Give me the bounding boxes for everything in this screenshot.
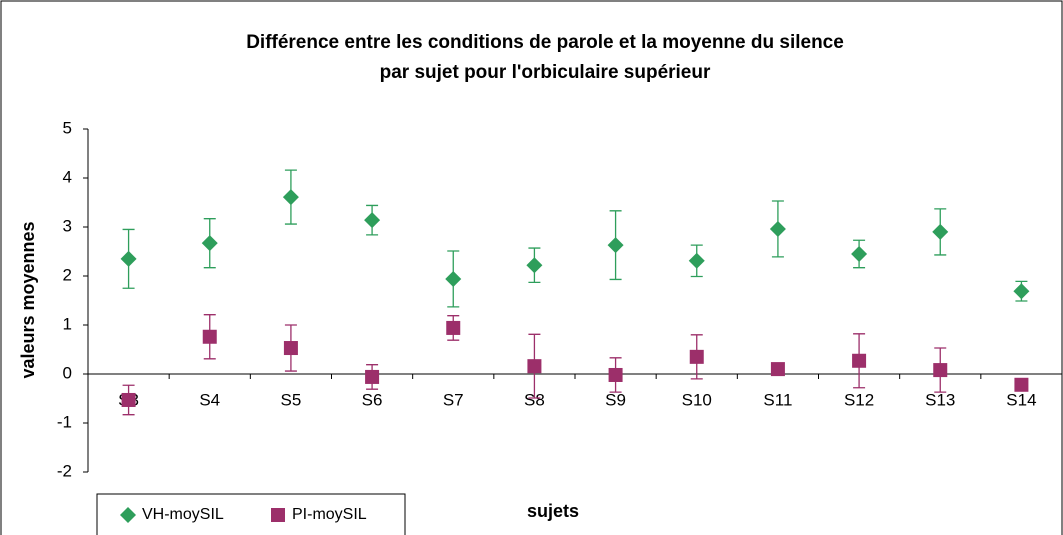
data-point: [120, 250, 137, 267]
x-tick-label: S14: [1006, 390, 1036, 409]
y-tick-label: 2: [63, 265, 72, 284]
data-point: [1014, 377, 1029, 392]
data-point: [364, 212, 381, 229]
x-tick-label: S8: [524, 390, 545, 409]
data-point: [851, 245, 868, 262]
data-point: [526, 257, 543, 274]
chart-title: Différence entre les conditions de parol…: [246, 32, 844, 53]
data-point: [608, 367, 623, 382]
data-point: [689, 349, 704, 364]
y-tick-label: 1: [63, 314, 72, 333]
x-tick-label: S9: [605, 390, 626, 409]
data-point: [282, 189, 299, 206]
legend-box: [96, 493, 406, 535]
x-tick-label: S12: [844, 390, 874, 409]
y-tick-label: 0: [63, 363, 72, 382]
data-point: [932, 223, 949, 240]
legend-marker: [271, 508, 285, 522]
chart-title: par sujet pour l'orbiculaire supérieur: [380, 62, 711, 83]
legend-marker: [120, 507, 136, 523]
data-point: [852, 353, 867, 368]
x-tick-label: S13: [925, 390, 955, 409]
data-point: [607, 237, 624, 254]
x-tick-label: S5: [281, 390, 302, 409]
data-point: [769, 220, 786, 237]
data-point: [283, 341, 298, 356]
x-tick-label: S10: [682, 390, 712, 409]
data-point: [446, 320, 461, 335]
data-point: [688, 252, 705, 269]
data-point: [527, 359, 542, 374]
data-point: [202, 329, 217, 344]
y-tick-label: -2: [57, 461, 72, 480]
x-tick-label: S4: [199, 390, 220, 409]
y-tick-label: 3: [63, 216, 72, 235]
legend-label: PI-moySIL: [292, 506, 367, 523]
legend-label: VH-moySIL: [142, 506, 224, 523]
x-tick-label: S7: [443, 390, 464, 409]
data-point: [1013, 283, 1030, 300]
y-tick-label: 4: [63, 167, 72, 186]
data-point: [770, 362, 785, 377]
x-axis-label: sujets: [527, 501, 579, 521]
data-point: [933, 363, 948, 378]
y-axis-label: valeurs moyennes: [18, 221, 38, 378]
data-point: [365, 369, 380, 384]
y-tick-label: 5: [63, 118, 72, 137]
data-point: [445, 270, 462, 287]
data-point: [121, 392, 136, 407]
y-tick-label: -1: [57, 412, 72, 431]
x-tick-label: S6: [362, 390, 383, 409]
data-point: [201, 235, 218, 252]
x-tick-label: S11: [763, 390, 792, 409]
